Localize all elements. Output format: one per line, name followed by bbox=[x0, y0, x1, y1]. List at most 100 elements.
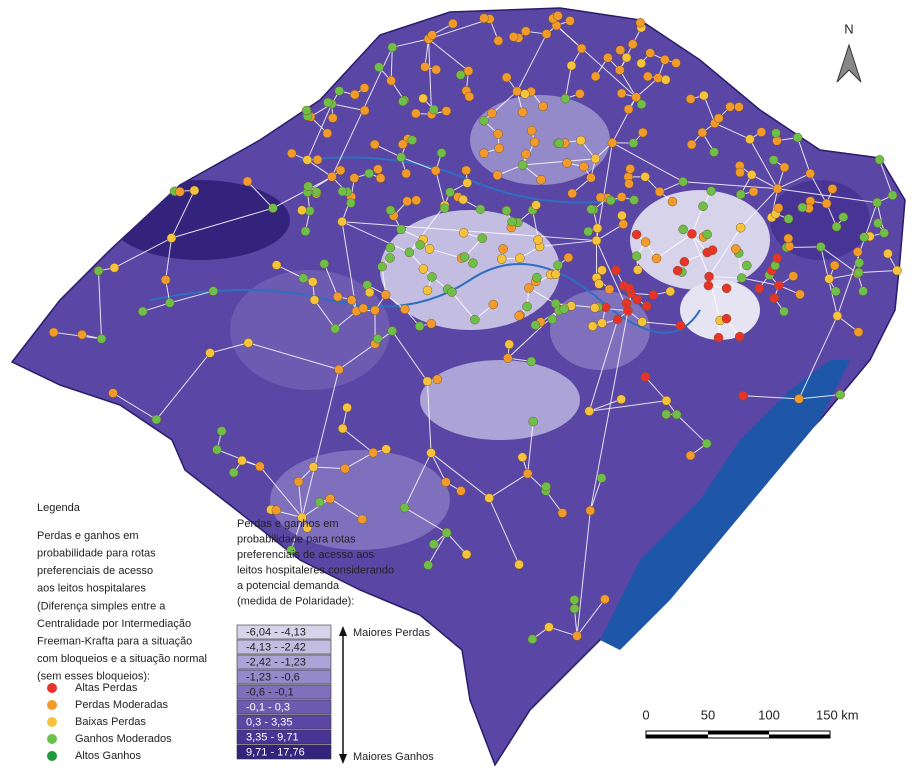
legend-swatch bbox=[236, 714, 332, 730]
location-dot bbox=[746, 170, 757, 180]
north-label: N bbox=[844, 21, 853, 36]
location-dot bbox=[237, 455, 247, 466]
location-dot bbox=[504, 339, 514, 350]
location-dot bbox=[514, 559, 524, 570]
location-dot bbox=[699, 90, 709, 101]
location-dot bbox=[831, 221, 842, 232]
location-dot bbox=[661, 75, 671, 85]
location-dot bbox=[685, 450, 696, 461]
route bbox=[171, 207, 274, 239]
location-dot bbox=[783, 214, 794, 224]
route bbox=[676, 414, 708, 444]
location-dot bbox=[651, 253, 662, 264]
location-dot bbox=[675, 320, 686, 331]
scale-bar-segment bbox=[708, 731, 769, 735]
route bbox=[272, 176, 333, 209]
location-dot bbox=[492, 170, 503, 180]
location-dot bbox=[335, 165, 346, 176]
location-dot bbox=[517, 107, 528, 117]
location-dot bbox=[832, 311, 843, 321]
location-dot bbox=[461, 549, 472, 560]
location-dot bbox=[398, 96, 408, 107]
location-dot bbox=[872, 197, 882, 208]
location-dot bbox=[624, 283, 635, 294]
legend-description: preferenciais de acesso bbox=[37, 565, 153, 577]
location-dot bbox=[459, 252, 470, 262]
legend-dot bbox=[47, 717, 57, 727]
location-dot bbox=[300, 226, 311, 236]
legend-class-label: -4,13 - -2,42 bbox=[246, 641, 306, 653]
location-dot bbox=[735, 222, 746, 233]
route bbox=[596, 223, 624, 241]
location-dot bbox=[541, 29, 552, 39]
location-dot bbox=[508, 32, 519, 42]
location-dot bbox=[518, 160, 528, 170]
location-dot bbox=[429, 104, 439, 115]
legend-class-label: -6,04 - -4,13 bbox=[246, 626, 306, 638]
legend-class-label: -2,42 - -1,23 bbox=[246, 656, 306, 668]
route bbox=[374, 144, 402, 158]
route bbox=[248, 342, 340, 370]
location-dot bbox=[359, 105, 370, 116]
legend-swatch bbox=[236, 669, 332, 685]
location-dot bbox=[160, 275, 171, 285]
location-dot bbox=[672, 265, 683, 276]
location-dot bbox=[679, 257, 690, 267]
location-dot bbox=[536, 175, 546, 185]
location-dot bbox=[447, 287, 457, 297]
location-dot bbox=[667, 196, 678, 207]
location-dot bbox=[607, 138, 618, 148]
location-dot bbox=[553, 260, 563, 271]
location-dot bbox=[528, 416, 538, 427]
route bbox=[522, 158, 596, 166]
route bbox=[644, 376, 667, 402]
location-dot bbox=[216, 426, 227, 436]
location-dot bbox=[625, 164, 635, 174]
location-dot bbox=[411, 195, 422, 206]
location-dot bbox=[858, 286, 868, 296]
location-dot bbox=[596, 473, 607, 483]
location-dot bbox=[463, 66, 474, 76]
legend-swatch bbox=[236, 699, 332, 715]
location-dot bbox=[364, 287, 375, 298]
location-dot bbox=[137, 306, 148, 317]
location-dot bbox=[636, 99, 647, 109]
legend-swatch bbox=[236, 654, 332, 670]
location-dot bbox=[398, 139, 408, 150]
location-dot bbox=[477, 233, 488, 243]
location-dot bbox=[678, 176, 688, 187]
location-dot bbox=[697, 127, 708, 138]
location-dot bbox=[742, 260, 752, 271]
legend-description: (sem esses bloqueios): bbox=[37, 671, 150, 683]
route bbox=[809, 173, 828, 204]
location-dot bbox=[643, 71, 653, 82]
location-dot bbox=[597, 265, 607, 276]
route bbox=[114, 237, 172, 269]
legend-label: Ganhos Moderados bbox=[75, 733, 172, 745]
location-dot bbox=[461, 165, 471, 176]
location-dot bbox=[631, 251, 642, 261]
location-dot bbox=[448, 18, 458, 29]
route bbox=[98, 270, 103, 339]
location-dot bbox=[594, 279, 604, 289]
location-dot bbox=[456, 486, 466, 496]
legend-description: Perdas e ganhos em bbox=[37, 530, 139, 542]
location-dot bbox=[427, 272, 437, 282]
location-dot bbox=[374, 62, 384, 72]
location-dot bbox=[792, 132, 803, 143]
legend-title: Legenda bbox=[37, 502, 81, 514]
location-dot bbox=[334, 364, 344, 375]
location-dot bbox=[636, 58, 647, 69]
location-dot bbox=[671, 58, 681, 68]
location-dot bbox=[769, 293, 780, 303]
location-dot bbox=[795, 289, 805, 300]
location-dot bbox=[632, 294, 643, 305]
location-dot bbox=[455, 70, 466, 80]
location-dot bbox=[522, 468, 533, 479]
location-dot bbox=[501, 72, 512, 83]
location-dot bbox=[464, 91, 475, 102]
location-dot bbox=[603, 53, 613, 63]
location-dot bbox=[879, 228, 889, 238]
location-dot bbox=[228, 467, 239, 478]
legend-dot bbox=[47, 751, 57, 761]
